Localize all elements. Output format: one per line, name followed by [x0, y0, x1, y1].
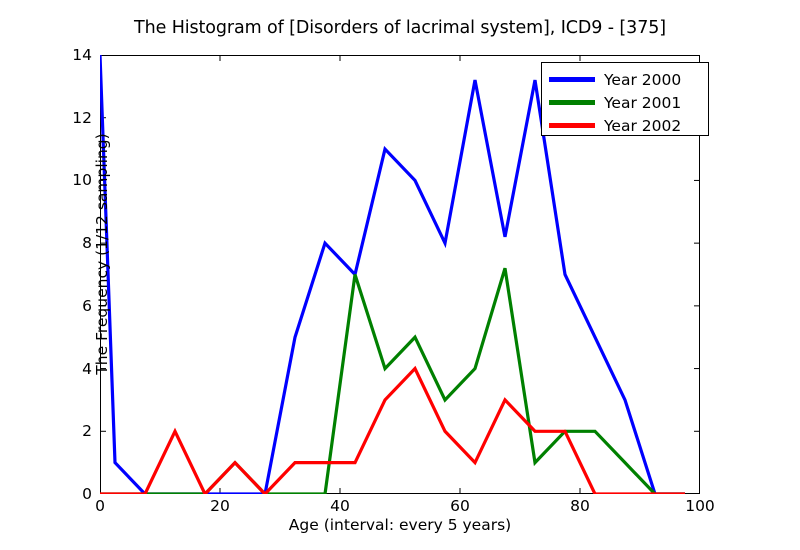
legend-item-year-2001: Year 2001 [542, 92, 708, 113]
legend-item-year-2002: Year 2002 [542, 115, 708, 136]
legend-label: Year 2001 [604, 93, 682, 112]
x-tick-label: 20 [210, 497, 230, 515]
series-line-year-2000 [100, 55, 685, 494]
y-tick-label: 8 [82, 234, 92, 253]
legend-swatch-icon [549, 77, 595, 82]
legend-swatch-icon [549, 100, 595, 105]
series-lines [100, 55, 685, 494]
y-axis-label: The Frequency (1/12 sampling) [93, 133, 111, 375]
legend-label: Year 2002 [604, 116, 682, 135]
legend-item-year-2000: Year 2000 [542, 69, 708, 90]
y-tick-label: 6 [82, 296, 92, 315]
y-tick-label: 4 [82, 359, 92, 378]
x-tick-label: 0 [95, 497, 105, 515]
legend-swatch-icon [549, 123, 595, 128]
y-tick-label: 10 [72, 171, 92, 190]
x-tick-label: 80 [570, 497, 590, 515]
legend-label: Year 2000 [604, 70, 682, 89]
x-axis-label: Age (interval: every 5 years) [288, 516, 512, 534]
series-line-year-2001 [100, 267, 685, 494]
x-tick-label: 60 [450, 497, 470, 515]
y-tick-label: 14 [72, 46, 92, 64]
y-tick-label: 0 [82, 485, 92, 503]
chart-title: The Histogram of [Disorders of lacrimal … [133, 18, 666, 38]
x-tick-label: 100 [685, 497, 715, 515]
series-line-year-2002 [100, 365, 685, 494]
y-tick-label: 12 [72, 108, 92, 127]
chart-legend: Year 2000 Year 2001 Year 2002 [541, 62, 709, 136]
x-tick-label: 40 [330, 497, 350, 515]
y-tick-label: 2 [82, 422, 92, 441]
